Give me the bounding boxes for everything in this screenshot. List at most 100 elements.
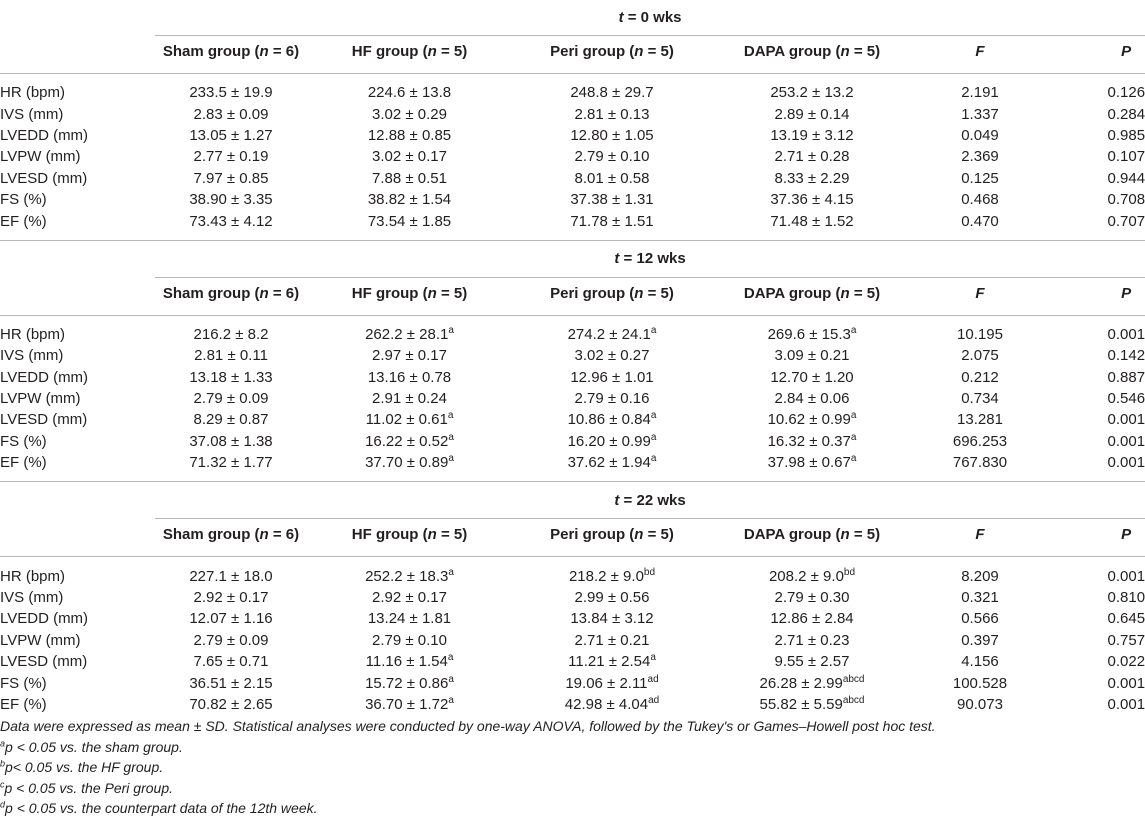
cell-peri: 2.79 ± 0.10 xyxy=(512,146,712,167)
cell-value: 38.90 ± 3.35 xyxy=(189,191,273,209)
cell-hf: 3.02 ± 0.17 xyxy=(307,146,512,167)
cell-value: 16.32 ± 0.37 xyxy=(767,432,851,450)
cell-value: 19.06 ± 2.11 xyxy=(565,674,648,692)
significance-marker: a xyxy=(850,453,857,465)
section-title-row: t = 12 wks xyxy=(0,239,1145,278)
cell-value: 26.28 ± 2.99 xyxy=(759,674,843,692)
cell-value: 71.78 ± 1.51 xyxy=(570,212,654,230)
cell-peri: 218.2 ± 9.0bd xyxy=(512,557,712,587)
cell-sham: 2.77 ± 0.19 xyxy=(155,146,307,167)
column-header: DAPA group (n = 5) xyxy=(712,518,912,558)
cell-hf: 3.02 ± 0.29 xyxy=(307,103,512,124)
section-title: t = 12 wks xyxy=(0,239,1145,278)
cell-value: 2.81 ± 0.11 xyxy=(194,347,268,365)
section-title: t = 22 wks xyxy=(0,481,1145,519)
cell-value: 2.77 ± 0.19 xyxy=(193,148,269,166)
section-title-row: t = 0 wks xyxy=(0,0,1145,36)
cell-value: 13.24 ± 1.81 xyxy=(367,610,452,628)
cell-value: 13.05 ± 1.27 xyxy=(189,126,273,144)
cell-dapa: 55.82 ± 5.59abcd xyxy=(712,694,912,723)
cell-value: 227.1 ± 18.0 xyxy=(189,567,273,585)
footnote-marker: b xyxy=(0,758,6,769)
cell-value: 73.43 ± 4.12 xyxy=(189,212,273,230)
significance-marker: a xyxy=(850,324,857,336)
cell-hf: 12.88 ± 0.85 xyxy=(307,125,512,146)
column-header: F xyxy=(912,276,1048,316)
cell-f: 696.253 xyxy=(952,432,1008,450)
row-label: LVPW (mm) xyxy=(0,631,81,649)
cell-f: 1.337 xyxy=(961,105,999,123)
cell-peri: 10.86 ± 0.84a xyxy=(512,409,712,430)
cell-peri: 37.62 ± 1.94a xyxy=(512,452,712,482)
table-row: LVEDD (mm) 13.05 ± 1.27 12.88 ± 0.85 12.80 … xyxy=(0,125,1145,146)
echocardiography-table: t = 0 wks Sham group (n = 6) HF group (n =… xyxy=(0,0,1145,723)
cell-value: 12.96 ± 1.01 xyxy=(570,368,654,386)
cell-sham: 36.51 ± 2.15 xyxy=(155,672,307,693)
cell-dapa: 13.19 ± 3.12 xyxy=(712,125,912,146)
cell-value: 36.70 ± 1.72 xyxy=(365,696,449,713)
cell-value: 11.02 ± 0.61 xyxy=(365,411,448,429)
cell-p: 0.001 xyxy=(1107,696,1145,713)
cell-value: 2.71 ± 0.28 xyxy=(774,148,850,166)
cell-value: 37.08 ± 1.38 xyxy=(189,432,273,450)
column-header: Sham group (n = 6) xyxy=(155,518,307,558)
table-row: FS (%) 36.51 ± 2.15 15.72 ± 0.86a 19.06 ± 2… xyxy=(0,672,1145,693)
cell-peri: 71.78 ± 1.51 xyxy=(512,210,712,240)
table-row: LVEDD (mm) 12.07 ± 1.16 13.24 ± 1.81 13.84 … xyxy=(0,608,1145,629)
cell-hf: 15.72 ± 0.86a xyxy=(307,672,512,693)
cell-p: 0.810 xyxy=(1107,589,1145,607)
cell-hf: 11.16 ± 1.54a xyxy=(307,651,512,672)
cell-hf: 2.97 ± 0.17 xyxy=(307,345,512,366)
table-row: LVPW (mm) 2.79 ± 0.09 2.91 ± 0.24 2.79 ± 0.… xyxy=(0,388,1145,409)
cell-value: 36.51 ± 2.15 xyxy=(189,674,273,692)
column-header-row: Sham group (n = 6) HF group (n = 5) Peri g… xyxy=(0,518,1145,558)
significance-marker: a xyxy=(650,431,657,443)
cell-value: 216.2 ± 8.2 xyxy=(193,325,269,343)
row-label: EF (%) xyxy=(0,696,47,713)
cell-dapa: 37.98 ± 0.67a xyxy=(712,452,912,482)
significance-marker: a xyxy=(448,431,454,443)
row-label: LVESD (mm) xyxy=(0,411,88,429)
column-header: Peri group (n = 5) xyxy=(512,35,712,74)
cell-value: 12.80 ± 1.05 xyxy=(570,126,654,144)
cell-value: 2.71 ± 0.21 xyxy=(574,631,650,649)
cell-value: 2.79 ± 0.09 xyxy=(193,390,269,408)
table-row: LVPW (mm) 2.77 ± 0.19 3.02 ± 0.17 2.79 ± 0.… xyxy=(0,146,1145,167)
cell-value: 38.82 ± 1.54 xyxy=(367,191,452,209)
cell-p: 0.645 xyxy=(1107,610,1145,628)
cell-value: 2.92 ± 0.17 xyxy=(372,589,447,607)
row-label: IVS (mm) xyxy=(0,105,64,123)
cell-value: 2.71 ± 0.23 xyxy=(774,631,850,649)
cell-value: 2.79 ± 0.09 xyxy=(193,631,269,649)
table-footnotes: Data were expressed as mean ± SD. Statis… xyxy=(0,716,936,819)
cell-dapa: 2.71 ± 0.23 xyxy=(712,630,912,651)
significance-marker: a xyxy=(448,695,454,706)
cell-value: 248.8 ± 29.7 xyxy=(570,84,654,102)
cell-p: 0.001 xyxy=(1107,674,1145,692)
cell-f: 90.073 xyxy=(957,696,1003,713)
row-label: LVPW (mm) xyxy=(0,390,81,408)
cell-peri: 37.38 ± 1.31 xyxy=(512,189,712,210)
column-header: Peri group (n = 5) xyxy=(512,518,712,558)
cell-value: 16.22 ± 0.52 xyxy=(365,432,449,450)
cell-value: 7.88 ± 0.51 xyxy=(372,169,447,187)
cell-value: 2.79 ± 0.16 xyxy=(574,390,650,408)
cell-dapa: 9.55 ± 2.57 xyxy=(712,651,912,672)
table-row: EF (%) 71.32 ± 1.77 37.70 ± 0.89a 37.62 ± 1… xyxy=(0,452,1145,482)
significance-marker: a xyxy=(448,566,454,578)
cell-p: 0.887 xyxy=(1107,368,1145,386)
cell-peri: 8.01 ± 0.58 xyxy=(512,168,712,189)
table-row: FS (%) 38.90 ± 3.35 38.82 ± 1.54 37.38 ± 1.… xyxy=(0,189,1145,210)
cell-sham: 38.90 ± 3.35 xyxy=(155,189,307,210)
cell-sham: 8.29 ± 0.87 xyxy=(155,409,307,430)
time-variable: t xyxy=(614,250,620,268)
cell-value: 2.83 ± 0.09 xyxy=(193,105,269,123)
cell-f: 13.281 xyxy=(957,411,1003,429)
table-row: IVS (mm) 2.83 ± 0.09 3.02 ± 0.29 2.81 ± 0.1… xyxy=(0,103,1145,124)
column-header: F xyxy=(912,518,1048,558)
cell-dapa: 10.62 ± 0.99a xyxy=(712,409,912,430)
cell-value: 7.65 ± 0.71 xyxy=(193,653,269,671)
column-header-row: Sham group (n = 6) HF group (n = 5) Peri g… xyxy=(0,276,1145,316)
cell-value: 16.20 ± 0.99 xyxy=(567,432,651,450)
